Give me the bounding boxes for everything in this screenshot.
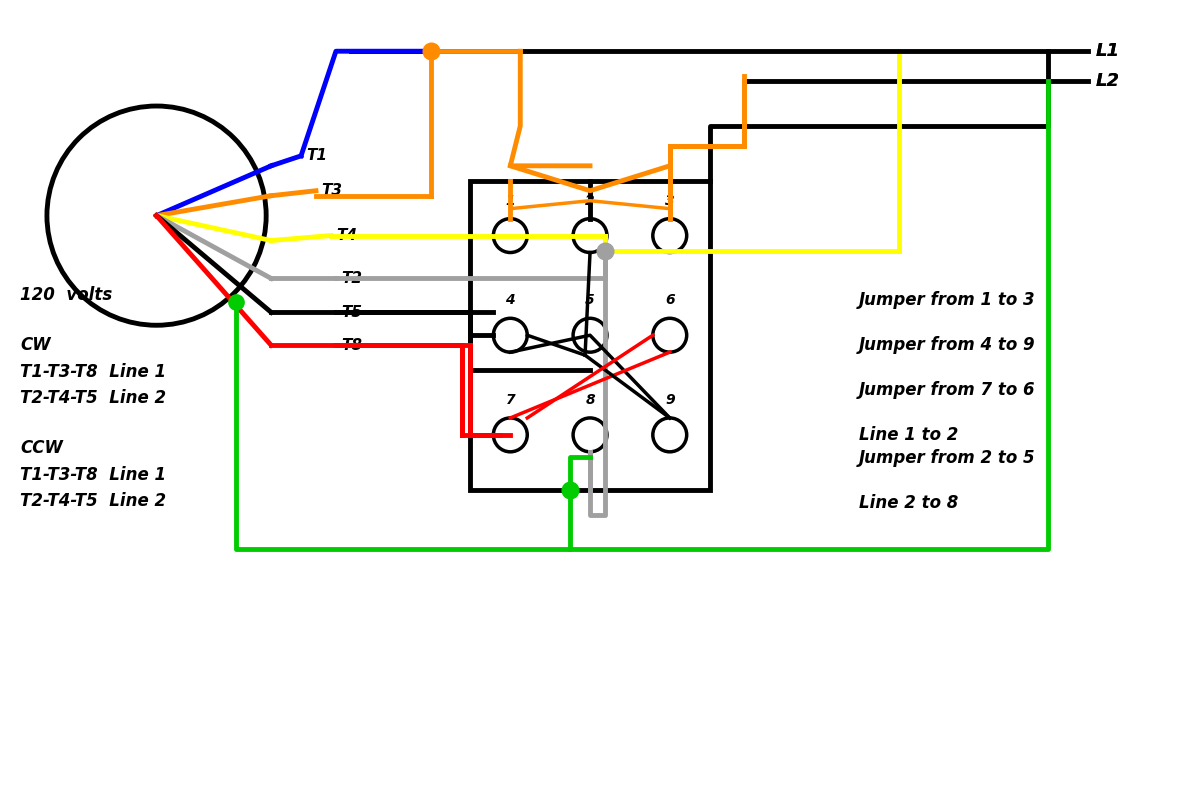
Text: L2: L2 [1096, 72, 1120, 90]
Text: T8: T8 [341, 338, 362, 353]
Text: 7: 7 [505, 393, 515, 407]
Text: Line 2 to 8: Line 2 to 8 [859, 494, 959, 512]
Text: T1-T3-T8  Line 1: T1-T3-T8 Line 1 [20, 363, 166, 381]
Text: L2: L2 [1096, 72, 1120, 90]
Text: Jumper from 2 to 5: Jumper from 2 to 5 [859, 449, 1036, 466]
Text: L1: L1 [1096, 42, 1120, 60]
Text: Jumper from 7 to 6: Jumper from 7 to 6 [859, 381, 1036, 399]
Text: 5: 5 [586, 294, 595, 307]
Text: 6: 6 [665, 294, 674, 307]
Text: CCW: CCW [20, 439, 62, 457]
Bar [470, 181, 709, 490]
Text: L1: L1 [1096, 42, 1120, 60]
Text: Line 1 to 2: Line 1 to 2 [859, 426, 959, 444]
Text: 1: 1 [505, 194, 515, 208]
Text: 2: 2 [586, 194, 595, 208]
Text: Jumper from 4 to 9: Jumper from 4 to 9 [859, 336, 1036, 354]
Text: 8: 8 [586, 393, 595, 407]
Text: T1: T1 [306, 148, 328, 163]
Text: 3: 3 [665, 194, 674, 208]
Text: Jumper from 1 to 3: Jumper from 1 to 3 [859, 291, 1036, 310]
Text: T2: T2 [341, 271, 362, 286]
Text: 120  volts: 120 volts [20, 286, 113, 304]
Text: T2-T4-T5  Line 2: T2-T4-T5 Line 2 [20, 389, 166, 407]
Text: T3: T3 [320, 183, 342, 198]
Text: 4: 4 [505, 294, 515, 307]
Text: T5: T5 [341, 305, 362, 320]
Text: 9: 9 [665, 393, 674, 407]
Text: T1-T3-T8  Line 1: T1-T3-T8 Line 1 [20, 466, 166, 484]
Text: T4: T4 [336, 228, 356, 243]
Text: CW: CW [20, 336, 50, 354]
Text: T2-T4-T5  Line 2: T2-T4-T5 Line 2 [20, 492, 166, 510]
